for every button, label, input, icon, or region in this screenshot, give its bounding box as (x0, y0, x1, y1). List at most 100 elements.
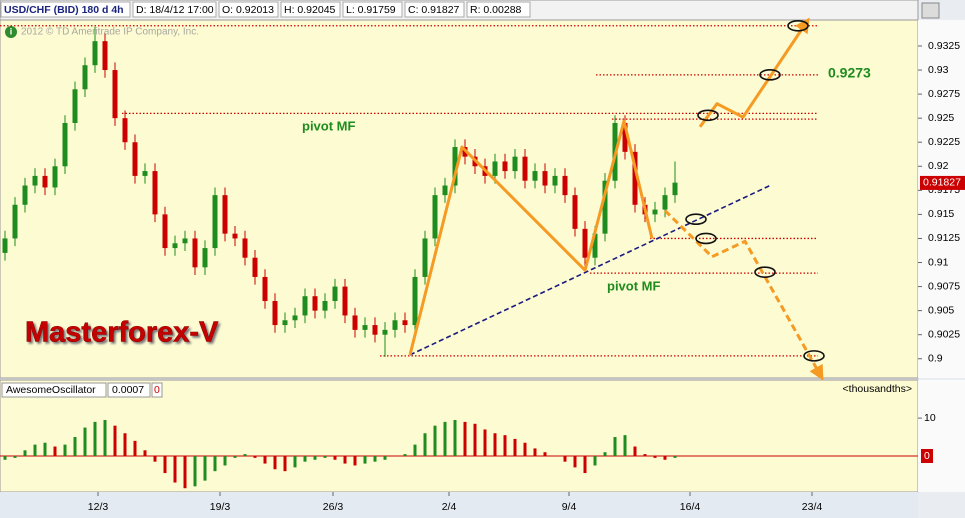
y-tick-label: 0.9275 (928, 88, 960, 100)
target-marker (759, 69, 781, 81)
projection-up (698, 17, 810, 128)
watermark: Masterforex-V (25, 317, 219, 349)
oscillator-zero: 0 (154, 384, 160, 396)
header-field-box (218, 1, 279, 18)
candle-body (442, 185, 448, 196)
header-field: H: 0.92045 (284, 4, 336, 16)
oscillator-bar (323, 455, 327, 458)
projection-down (663, 209, 824, 381)
oscillator-bar (363, 455, 367, 464)
zero-label-box (921, 448, 933, 463)
time-axis (0, 492, 918, 518)
oscillator-bar (433, 425, 437, 456)
x-tick-label: 2/4 (442, 501, 457, 513)
oscillator-bar (63, 444, 67, 456)
candle-body (32, 175, 38, 186)
oscillator-bar (573, 455, 577, 468)
candle-body (542, 171, 548, 186)
header-field-box (466, 1, 531, 18)
oscillator-bar (133, 440, 137, 456)
oscillator-bar (153, 455, 157, 462)
y-tick-label: 0.93 (928, 64, 949, 76)
candle-body (152, 171, 158, 215)
oscillator-bar (123, 433, 127, 456)
candle-body (342, 286, 348, 316)
header-field: O: 0.92013 (222, 4, 274, 16)
candle-body (592, 233, 598, 258)
x-tick-label: 19/3 (210, 501, 231, 513)
y-tick-label: 0.9125 (928, 232, 960, 244)
target-marker (787, 19, 809, 32)
candle-body (202, 248, 208, 268)
oscillator-bar (653, 455, 657, 458)
candle-body (582, 228, 588, 258)
candle-body (562, 175, 568, 196)
oscillator-bar (513, 438, 517, 456)
candle-body (402, 320, 408, 326)
oscillator-bar (373, 455, 377, 462)
candle-body (102, 41, 108, 71)
candle-body (292, 315, 298, 321)
candle-body (452, 147, 458, 186)
info-icon[interactable] (5, 26, 17, 38)
oscillator-bar (303, 455, 307, 462)
oscillator-bar (353, 455, 357, 466)
oscillator-bar (493, 433, 497, 456)
oscillator-bar (183, 455, 187, 489)
candle-body (552, 175, 558, 186)
target-marker (695, 232, 717, 245)
oscillator-bar (483, 429, 487, 456)
header-field: L: 0.91759 (346, 4, 396, 16)
candle-body (322, 301, 328, 311)
oscillator-bar (193, 455, 197, 487)
oscillator-bar (13, 455, 17, 458)
oscillator-bar (103, 419, 107, 456)
oscillator-bar (73, 437, 77, 456)
target-marker (685, 213, 707, 226)
oscillator-bar (593, 455, 597, 466)
header-field-box (132, 1, 217, 18)
candle-body (42, 175, 48, 188)
oscillator-zero-box (151, 382, 163, 398)
oscillator-bar (633, 446, 637, 456)
y-tick-label: 0.92 (928, 160, 949, 172)
y-tick-label: 10 (924, 412, 936, 424)
y-tick-label: 0.9 (928, 353, 943, 365)
oscillator-bar (273, 455, 277, 470)
oscillator-bar (173, 455, 177, 483)
candle-body (2, 238, 8, 253)
candle-body (392, 320, 398, 330)
oscillator-bar (143, 450, 147, 456)
oscillator-name-box (1, 382, 107, 398)
oscillator-bar (243, 454, 247, 456)
oscillator-bar (533, 448, 537, 456)
candle-body (212, 195, 218, 249)
candle-body (432, 195, 438, 239)
x-tick-label: 16/4 (680, 501, 701, 513)
candle-body (532, 171, 538, 181)
header-field: D: 18/4/12 17:00 (136, 4, 214, 16)
oscillator-bar (543, 452, 547, 456)
settings-button[interactable] (921, 2, 940, 19)
candle-body (92, 41, 98, 66)
oscillator-bar (203, 455, 207, 481)
candle-body (382, 329, 388, 335)
candle-body (242, 238, 248, 258)
oscillator-bar (463, 421, 467, 456)
oscillator-bar (523, 442, 527, 456)
oscillator-bar (333, 455, 337, 460)
candle-body (172, 243, 178, 249)
candle-body (182, 238, 188, 244)
oscillator-bar (583, 455, 587, 474)
candle-body (502, 161, 508, 172)
last-price-box (920, 175, 965, 190)
oscillator-value: 0.0007 (112, 384, 144, 396)
oscillator-bar (53, 446, 57, 456)
price-axis (918, 20, 965, 378)
candle-body (62, 122, 68, 167)
candle-body (422, 238, 428, 277)
oscillator-bar (83, 427, 87, 456)
candle-body (82, 65, 88, 90)
y-tick-label: 0.9025 (928, 328, 960, 340)
candle-body (412, 276, 418, 326)
